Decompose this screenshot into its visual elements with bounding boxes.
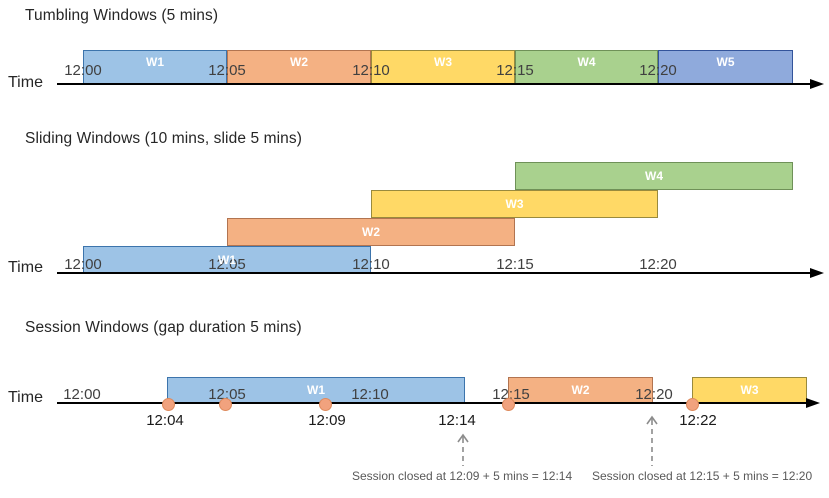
session-tick-label: 12:05 bbox=[208, 386, 246, 403]
tumbling-window-label: W1 bbox=[146, 55, 164, 69]
session-tick-label: 12:00 bbox=[63, 386, 101, 403]
event-time-label: 12:22 bbox=[679, 412, 717, 429]
sliding-window-bar-w3 bbox=[371, 190, 658, 218]
tumbling-window-bar-w2 bbox=[227, 50, 371, 84]
tumbling-tick-label: 12:05 bbox=[208, 62, 246, 79]
session-time-axis-label: Time bbox=[8, 389, 43, 406]
tumbling-window-bar-w4 bbox=[515, 50, 658, 84]
event-time-label: 12:14 bbox=[438, 412, 476, 429]
event-time-label: 12:09 bbox=[308, 412, 346, 429]
event-time-label: 12:04 bbox=[146, 412, 184, 429]
sliding-title: Sliding Windows (10 mins, slide 5 mins) bbox=[25, 130, 302, 147]
tumbling-window-label: W5 bbox=[716, 55, 735, 69]
tumbling-axis-arrowhead-icon bbox=[810, 79, 824, 89]
tumbling-tick-label: 12:15 bbox=[496, 62, 534, 79]
event-dot bbox=[686, 398, 699, 411]
session-title: Session Windows (gap duration 5 mins) bbox=[25, 319, 302, 336]
sliding-time-axis bbox=[57, 272, 812, 274]
sliding-window-label: W2 bbox=[362, 225, 380, 239]
sliding-time-axis-label: Time bbox=[8, 259, 43, 276]
event-dot bbox=[502, 398, 515, 411]
sliding-window-bar-w4 bbox=[515, 162, 793, 190]
session-axis-arrowhead-icon bbox=[806, 398, 820, 408]
tumbling-tick-label: 12:10 bbox=[352, 62, 390, 79]
session-closed-annotation: Session closed at 12:15 + 5 mins = 12:20 bbox=[592, 469, 813, 483]
session-tick-label: 12:15 bbox=[492, 386, 530, 403]
annotation-up-arrow-icon bbox=[457, 433, 469, 466]
tumbling-window-bar-w1 bbox=[83, 50, 227, 84]
sliding-tick-label: 12:20 bbox=[639, 256, 677, 273]
tumbling-tick-label: 12:20 bbox=[639, 62, 677, 79]
tumbling-window-label: W3 bbox=[434, 55, 452, 69]
tumbling-time-axis bbox=[57, 83, 812, 85]
annotation-up-arrow-icon bbox=[646, 415, 658, 466]
sliding-tick-label: 12:10 bbox=[352, 256, 390, 273]
event-dot bbox=[162, 398, 175, 411]
sliding-tick-label: 12:00 bbox=[64, 256, 102, 273]
sliding-tick-label: 12:15 bbox=[496, 256, 534, 273]
session-closed-annotation: Session closed at 12:09 + 5 mins = 12:14 bbox=[352, 469, 573, 483]
session-window-label: W1 bbox=[307, 383, 325, 397]
event-dot bbox=[219, 398, 232, 411]
session-window-label: W2 bbox=[571, 383, 590, 397]
tumbling-window-label: W4 bbox=[577, 55, 596, 69]
event-dot bbox=[319, 398, 332, 411]
session-tick-label: 12:10 bbox=[351, 386, 389, 403]
tumbling-window-label: W2 bbox=[290, 55, 308, 69]
sliding-axis-arrowhead-icon bbox=[810, 268, 824, 278]
tumbling-title: Tumbling Windows (5 mins) bbox=[25, 7, 219, 24]
session-tick-label: 12:20 bbox=[635, 386, 673, 403]
session-window-bar-w3 bbox=[692, 377, 807, 403]
session-time-axis bbox=[57, 402, 808, 404]
sliding-window-label: W3 bbox=[505, 197, 524, 211]
sliding-window-label: W1 bbox=[218, 253, 236, 267]
tumbling-tick-label: 12:00 bbox=[64, 62, 102, 79]
session-window-label: W3 bbox=[740, 383, 759, 397]
sliding-window-bar-w2 bbox=[227, 218, 515, 246]
sliding-window-label: W4 bbox=[645, 169, 663, 183]
sliding-tick-label: 12:05 bbox=[208, 256, 246, 273]
tumbling-time-axis-label: Time bbox=[8, 74, 43, 91]
